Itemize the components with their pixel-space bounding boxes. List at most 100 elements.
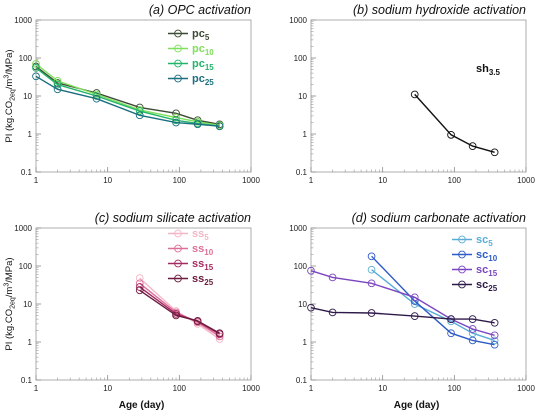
x-tick-label: 1 (309, 176, 314, 185)
data-point (307, 266, 315, 275)
legend-entry: sc25 (476, 279, 498, 293)
x-tick-label: 10 (378, 384, 387, 393)
data-point (328, 273, 337, 282)
y-tick-label: 0.1 (296, 376, 308, 385)
data-point (32, 64, 40, 72)
series-sc25 (307, 303, 499, 327)
legend-swatch-marker (458, 280, 466, 289)
series-ss25 (135, 286, 224, 338)
y-tick-label: 1000 (14, 224, 32, 233)
x-tick-label: 10 (378, 176, 387, 185)
data-point (32, 60, 40, 68)
data-point (135, 111, 144, 120)
y-tick-label: 100 (19, 262, 33, 271)
data-point (410, 312, 419, 320)
data-point (92, 94, 101, 103)
y-tick-label: 1 (303, 338, 308, 347)
x-tick-label: 100 (173, 384, 187, 393)
data-point (490, 336, 499, 345)
y-tick-label: 100 (19, 54, 33, 63)
legend-swatch-marker (174, 74, 182, 83)
plot-area (35, 227, 252, 381)
y-tick-label: 1 (28, 130, 33, 139)
y-tick-label: 0.1 (21, 376, 33, 385)
y-axis-label: PI (kg.CO2eq/m3/MPa) (4, 257, 17, 350)
chart-title: (d) sodium carbonate activation (352, 211, 526, 225)
data-point (172, 116, 180, 125)
data-point (53, 80, 62, 89)
legend-entry: ss5 (192, 228, 209, 242)
y-tick-label: 0.1 (296, 168, 308, 177)
legend-swatch-marker (174, 229, 182, 238)
legend-entry: sc10 (476, 249, 498, 263)
legend-swatch-marker (174, 44, 182, 53)
data-point (328, 308, 337, 317)
y-tick-label: 1000 (14, 16, 32, 25)
x-tick-label: 1 (34, 384, 39, 393)
y-tick-label: 10 (23, 92, 32, 101)
data-point (410, 293, 419, 302)
data-point (367, 252, 376, 261)
series-sc10 (367, 252, 499, 349)
data-point (367, 309, 376, 317)
y-tick-label: 1000 (289, 16, 307, 25)
plot-area (35, 19, 252, 173)
data-point (468, 325, 477, 333)
y-tick-label: 100 (294, 54, 308, 63)
legend-swatch-marker (174, 259, 182, 268)
data-point (215, 329, 224, 338)
legend-swatch-marker (174, 274, 182, 283)
data-point (468, 336, 477, 345)
data-point (135, 107, 144, 115)
data-point (193, 317, 202, 325)
data-point (135, 286, 144, 295)
y-tick-label: 10 (23, 300, 32, 309)
series-line (35, 75, 220, 127)
data-point (32, 72, 40, 81)
x-tick-label: 1 (309, 384, 314, 393)
data-point (468, 142, 477, 150)
series-line (414, 93, 495, 153)
x-tick-label: 1000 (517, 176, 535, 185)
legend-entry: sc5 (476, 234, 493, 248)
legend-entry: ss25 (192, 273, 214, 287)
legend-entry: sc15 (476, 264, 498, 278)
series-sc15 (307, 266, 499, 340)
y-tick-label: 1 (303, 130, 308, 139)
data-point (172, 118, 180, 127)
x-tick-label: 10 (103, 176, 112, 185)
x-tick-label: 1 (34, 176, 39, 185)
data-point (193, 120, 202, 129)
x-tick-label: 100 (448, 384, 462, 393)
legend-swatch-marker (174, 59, 182, 68)
y-tick-label: 0.1 (21, 168, 33, 177)
legend-swatch-marker (458, 235, 466, 244)
series-line (139, 289, 220, 334)
x-axis-label: Age (day) (394, 400, 440, 411)
legend-entry: pc15 (192, 58, 214, 72)
x-tick-label: 1000 (517, 384, 535, 393)
y-tick-label: 10 (298, 300, 307, 309)
data-point (172, 113, 180, 122)
series-sh3.5 (410, 90, 499, 157)
legend-entry: ss10 (192, 243, 214, 257)
legend-swatch-marker (174, 244, 182, 253)
x-tick-label: 100 (173, 176, 187, 185)
chart-title: (c) sodium silicate activation (95, 211, 251, 225)
data-point (135, 274, 144, 282)
legend-swatch-marker (458, 250, 466, 259)
series-line (310, 270, 495, 336)
data-point (53, 85, 62, 94)
series-line (139, 277, 220, 340)
data-point (490, 331, 499, 340)
legend-entry: sh3.5 (476, 63, 501, 77)
data-point (447, 315, 455, 323)
data-point (367, 265, 376, 274)
data-point (468, 315, 477, 323)
